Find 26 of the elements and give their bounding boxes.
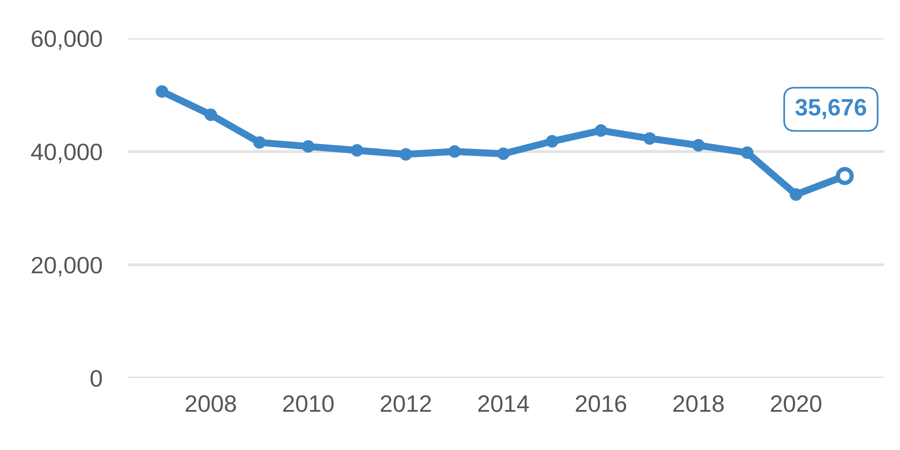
y-tick-label: 0 [90,370,102,387]
point [156,85,168,98]
x-tick-label: 2014 [478,395,529,412]
point [350,144,364,157]
point [400,148,412,161]
point [448,145,461,158]
point [497,148,510,160]
x-tick-label: 2008 [186,395,236,412]
x-tick-label: 2016 [576,395,626,412]
x-tick-label: 2018 [673,395,724,412]
x-tick-label: 2012 [380,395,431,412]
annotation: 35,676 [795,98,866,120]
x-tick-label: 2020 [770,395,822,412]
point [594,124,608,137]
point [302,140,315,153]
y-tick-label: 40,000 [31,144,102,164]
point [253,136,266,149]
point [692,139,705,152]
point [546,135,558,148]
point [204,108,217,121]
point [643,132,656,145]
point [790,188,802,201]
point [740,146,754,159]
y-tick-label: 60,000 [32,30,102,50]
x-tick-label: 2010 [283,395,334,412]
y-tick-label: 20,000 [32,256,102,276]
